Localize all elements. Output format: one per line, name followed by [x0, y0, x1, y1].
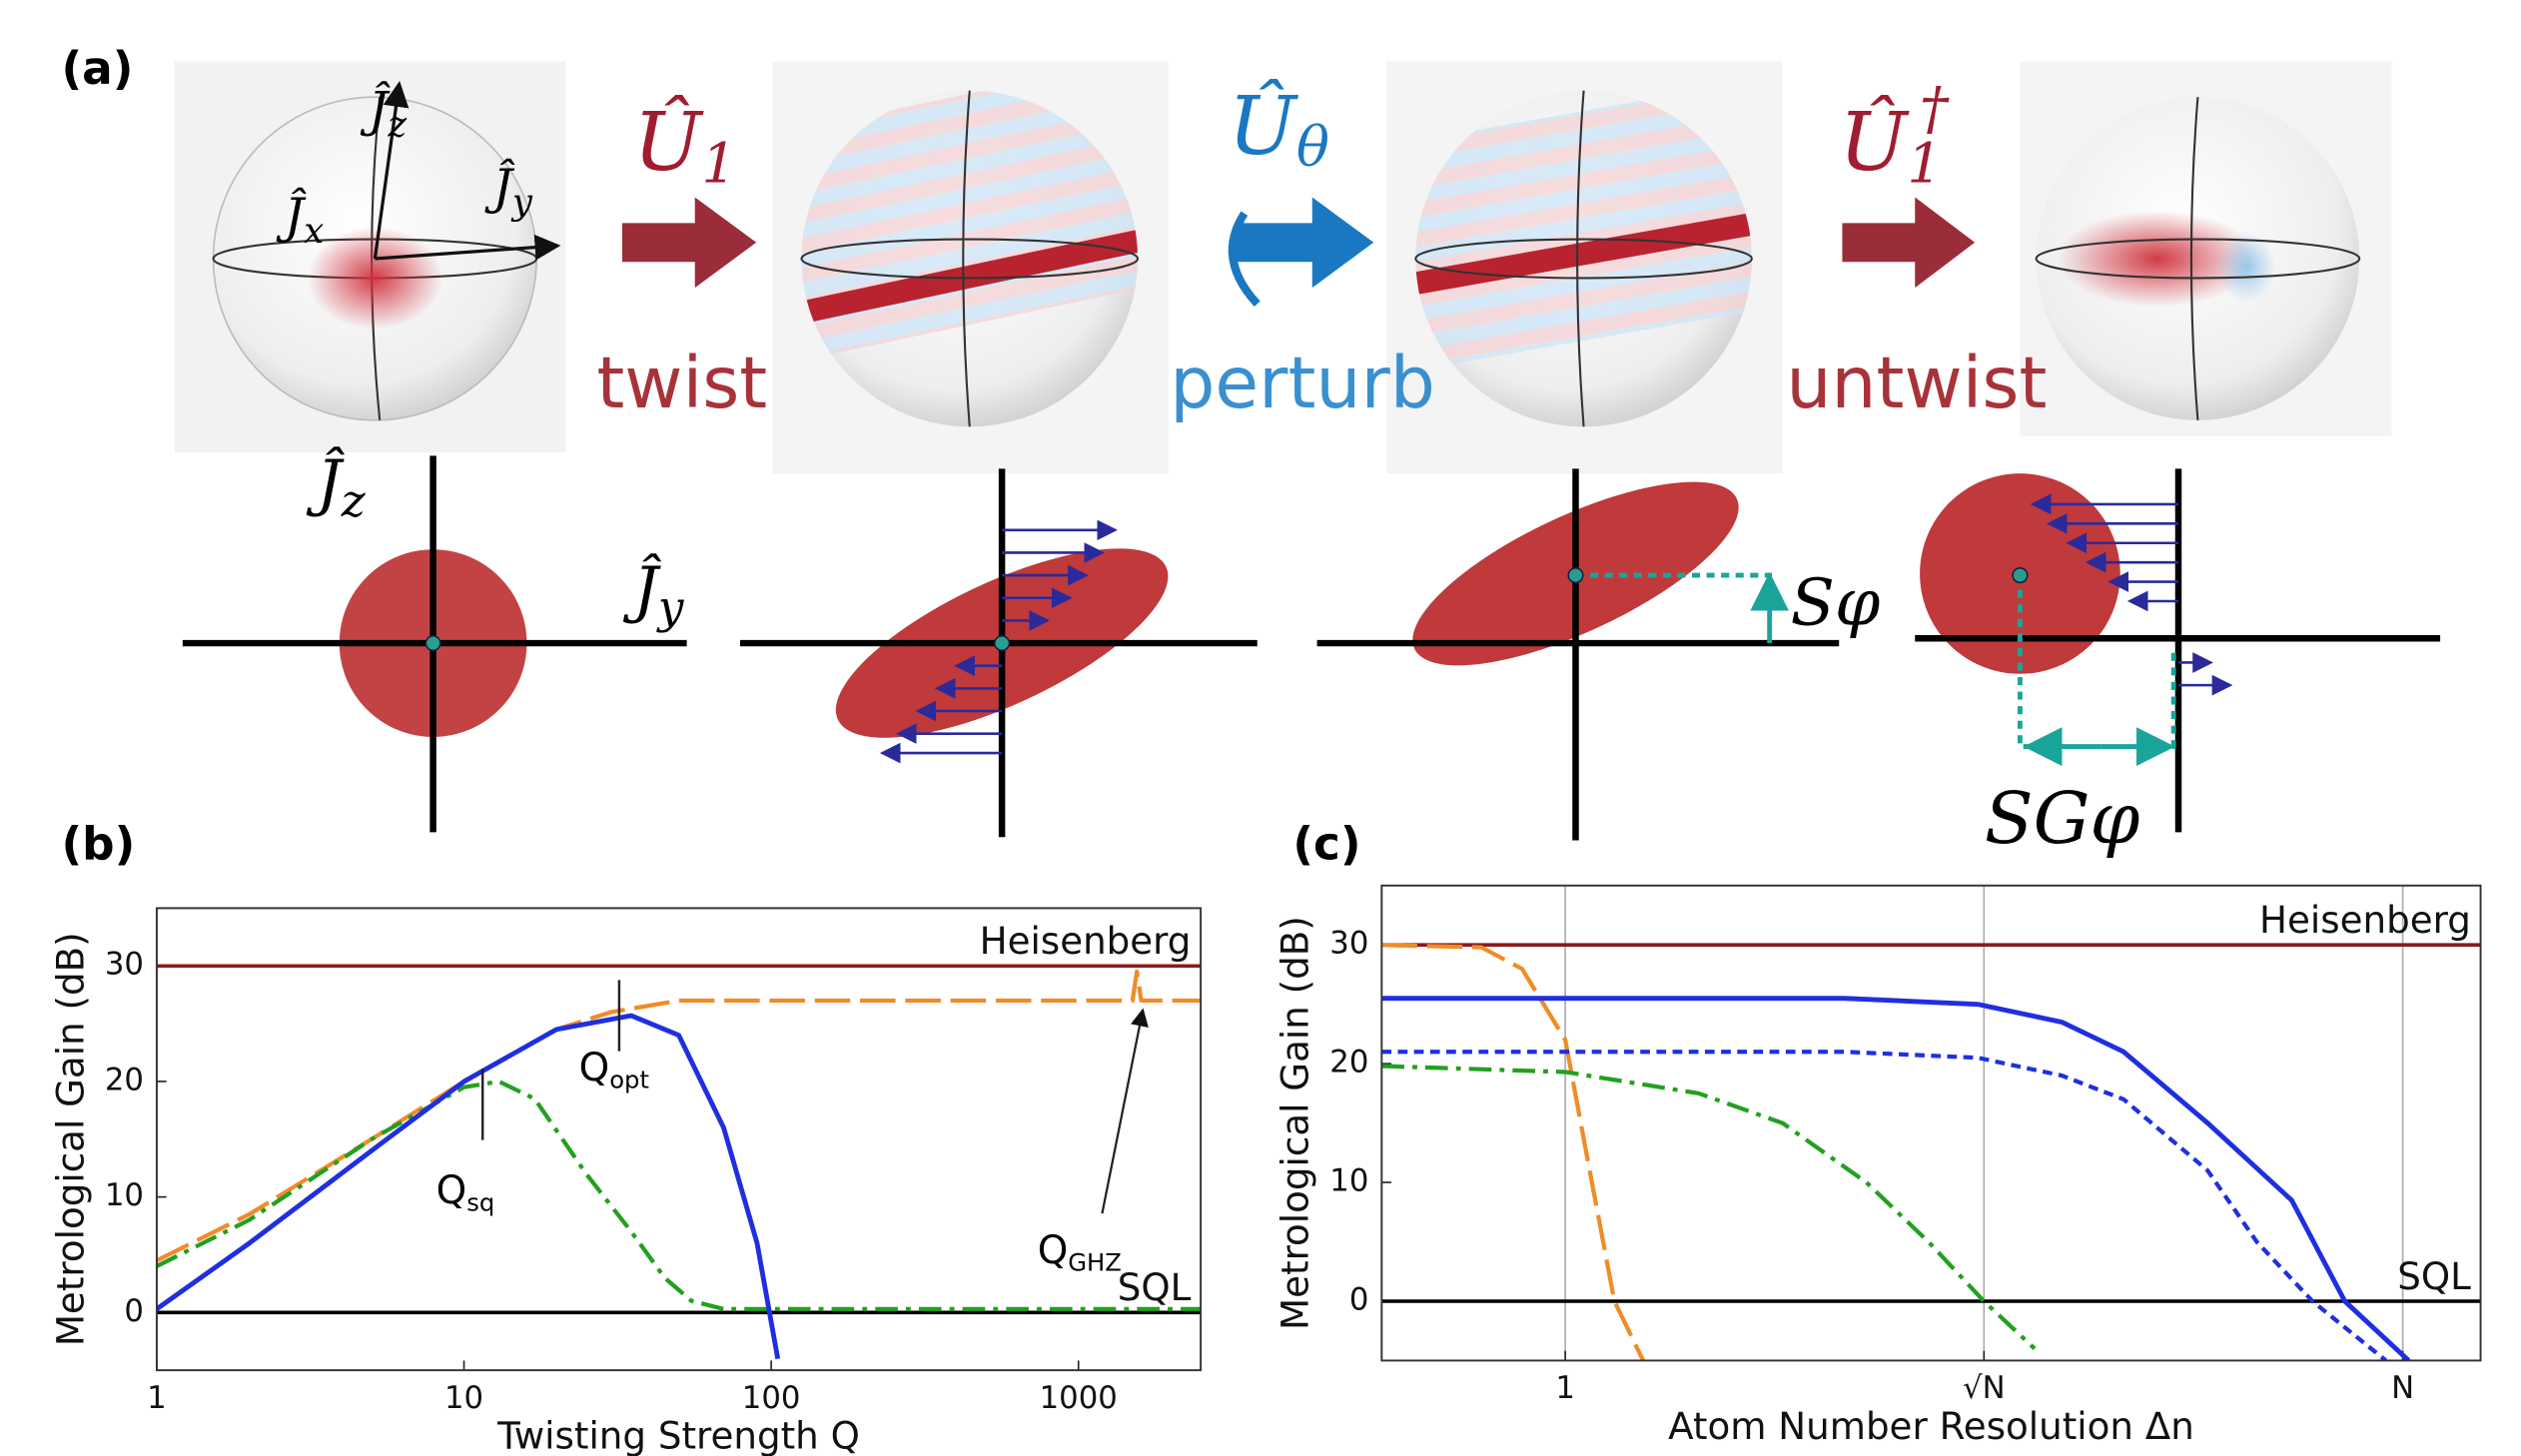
- series-line: [1381, 996, 2411, 1361]
- reference-label: Heisenberg: [2259, 898, 2471, 942]
- phase-space: SGφ: [1915, 468, 2441, 860]
- step-label: untwist: [1786, 342, 2047, 424]
- y-tick-label: 20: [1329, 1045, 1368, 1081]
- x-tick-label: 100: [742, 1380, 801, 1416]
- operator: Û1†: [1839, 74, 1950, 195]
- y-axis-label: Metrological Gain (dB): [48, 932, 92, 1346]
- axis-label: Ĵy: [622, 553, 685, 634]
- step-arrow: [621, 197, 757, 289]
- shift-label: Sφ: [1791, 565, 1881, 640]
- operator: Ûθ: [1229, 79, 1329, 179]
- reference-label: Heisenberg: [980, 919, 1192, 963]
- step-arrow: [1842, 197, 1976, 289]
- annotation: Qsq: [436, 1168, 495, 1217]
- bloch-sphere: [772, 61, 1169, 474]
- series-line: [156, 1013, 781, 1360]
- y-tick-label: 0: [1349, 1281, 1369, 1317]
- plot-lines: [1381, 943, 2411, 1361]
- panel-label: (b): [61, 817, 135, 870]
- annotation-text: Q: [1038, 1228, 1069, 1273]
- annotation-text: Q: [436, 1168, 467, 1213]
- y-tick-label: 10: [1329, 1163, 1368, 1199]
- operator: Û1: [633, 95, 736, 195]
- x-tick-label: N: [2391, 1370, 2414, 1406]
- x-tick-label: 1000: [1040, 1380, 1118, 1416]
- y-tick-label: 20: [105, 1062, 144, 1097]
- y-tick-label: 30: [105, 947, 144, 983]
- x-tick-label: 10: [444, 1380, 483, 1416]
- phase-space: [740, 468, 1258, 838]
- panel-label: (c): [1292, 817, 1360, 870]
- x-tick-label: √N: [1963, 1370, 2006, 1406]
- y-tick-label: 0: [124, 1293, 144, 1329]
- y-tick-label: 10: [105, 1177, 144, 1213]
- charts: 1 10 100 10000102030HeisenbergSQLQsqQoptQGH…: [48, 884, 2482, 1456]
- series-line: [1381, 943, 1646, 1361]
- annotation: Qopt: [579, 1046, 649, 1094]
- annotation-arrow: [1101, 1008, 1149, 1214]
- bloch-sphere: [1386, 61, 1783, 474]
- reference-label: SQL: [2397, 1254, 2471, 1298]
- step-arrow: [1236, 197, 1374, 289]
- plot-lines: [156, 969, 1202, 1360]
- perturb-arc: [1229, 211, 1260, 308]
- phase-space: Sφ: [1316, 468, 1881, 841]
- shift-label: SGφ: [1985, 777, 2140, 860]
- annotation: QGHZ: [1038, 1228, 1122, 1277]
- bloch-sphere: Ĵz Ĵx Ĵy: [174, 61, 566, 453]
- annotation-sub: sq: [466, 1187, 494, 1216]
- series-line: [156, 969, 1202, 1263]
- panel-label: (a): [61, 42, 133, 95]
- x-tick-label: 1: [1555, 1370, 1575, 1406]
- reference-label: SQL: [1118, 1265, 1192, 1309]
- series-line: [156, 1079, 1202, 1311]
- annotation-sub: opt: [609, 1066, 649, 1094]
- series-line: [1381, 1050, 2388, 1361]
- bloch-sphere: [2020, 61, 2392, 436]
- x-axis-label: Atom Number Resolution Δn: [1668, 1404, 2194, 1448]
- step-label: perturb: [1170, 342, 1435, 424]
- x-axis-label: Twisting Strength Q: [496, 1414, 860, 1456]
- axis-label: Ĵz: [306, 446, 367, 527]
- y-tick-label: 30: [1329, 926, 1368, 962]
- step-label: twist: [596, 342, 767, 424]
- annotation-text: Q: [579, 1046, 610, 1091]
- annotation-sub: GHZ: [1068, 1247, 1122, 1276]
- plot-frame: [155, 907, 1203, 1372]
- series-line: [1381, 1064, 2037, 1350]
- x-tick-label: 1: [147, 1380, 167, 1416]
- y-axis-label: Metrological Gain (dB): [1273, 916, 1317, 1330]
- phase-space: Ĵz Ĵy: [182, 446, 687, 833]
- plot-frame: [1380, 884, 2482, 1362]
